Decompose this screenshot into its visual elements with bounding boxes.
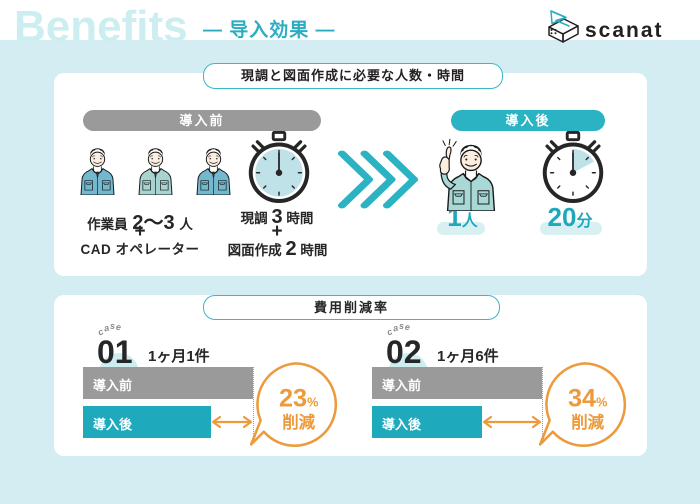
svg-text:削減: 削減 [282,413,315,432]
svg-text:scanat: scanat [585,19,664,42]
svg-text:削減: 削減 [571,413,604,432]
